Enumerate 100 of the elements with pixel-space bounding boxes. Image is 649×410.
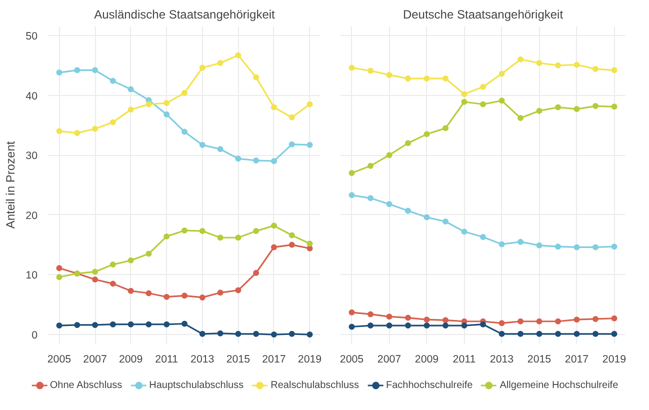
point (555, 318, 561, 324)
point (368, 68, 374, 74)
point (442, 317, 448, 324)
point (442, 218, 448, 224)
point (555, 244, 561, 250)
x-tick-label: 2007 (83, 354, 107, 366)
point (146, 101, 152, 108)
point (164, 321, 170, 328)
point (518, 330, 524, 337)
point (480, 321, 486, 328)
point (128, 86, 134, 92)
point (74, 130, 80, 136)
chart-title: Deutsche Staatsangehörigkeit (402, 8, 564, 22)
point (348, 324, 355, 330)
point (164, 100, 170, 106)
point (74, 67, 80, 74)
point (574, 316, 580, 323)
point (182, 128, 188, 135)
point (498, 98, 505, 104)
point (611, 330, 618, 337)
point (235, 52, 242, 58)
point (555, 104, 561, 110)
chart-title: Ausländische Staatsangehörigkeit (94, 8, 276, 22)
point (253, 74, 260, 80)
point (348, 64, 355, 71)
point (270, 222, 277, 229)
point (592, 330, 598, 337)
point (182, 320, 188, 327)
legend-label: Fachhochschulreife (386, 380, 473, 390)
point (424, 214, 430, 220)
point (217, 146, 224, 152)
point (461, 228, 468, 235)
point (110, 280, 116, 287)
point (56, 274, 62, 280)
point (461, 98, 468, 105)
point (288, 114, 295, 120)
point (574, 244, 580, 250)
point (56, 265, 62, 272)
point (424, 322, 430, 329)
point (199, 64, 206, 71)
point (217, 330, 224, 336)
point (199, 294, 206, 300)
point (182, 292, 188, 299)
x-tick-label: 2009 (118, 354, 143, 366)
x-tick-label: 2005 (47, 354, 72, 366)
x-tick-label: 2013 (490, 354, 514, 366)
point (306, 101, 313, 108)
point (536, 318, 542, 324)
point (405, 140, 411, 146)
legend-label: Realschulabschluss (270, 380, 360, 390)
point (518, 56, 524, 62)
point (146, 321, 152, 328)
legend-label: Hauptschulabschluss (149, 380, 244, 390)
point (253, 157, 260, 164)
point (92, 322, 98, 328)
point (611, 104, 618, 110)
point (574, 330, 580, 337)
point (368, 322, 374, 329)
point (592, 66, 598, 72)
point (128, 321, 134, 328)
point (386, 322, 392, 329)
point (498, 70, 505, 77)
point (442, 125, 448, 132)
x-tick-label: 2013 (190, 354, 214, 366)
point (92, 67, 98, 74)
point (164, 233, 170, 240)
point (110, 78, 116, 84)
point (270, 244, 277, 250)
point (405, 76, 411, 82)
point (253, 330, 260, 337)
point (498, 241, 505, 248)
x-tick-label: 2011 (452, 354, 476, 366)
point (555, 330, 561, 337)
point (386, 314, 392, 320)
point (461, 91, 468, 98)
x-tick-label: 2017 (564, 354, 589, 366)
point (442, 76, 448, 82)
point (146, 290, 152, 296)
x-tick-label: 2017 (262, 354, 286, 366)
point (498, 330, 505, 337)
point (574, 106, 580, 112)
point (498, 320, 505, 326)
point (555, 62, 561, 68)
point (592, 103, 598, 110)
point (368, 162, 374, 169)
point (536, 60, 542, 66)
point (182, 227, 188, 234)
point (405, 208, 411, 214)
point (235, 234, 242, 241)
point (217, 60, 224, 66)
point (199, 142, 206, 148)
x-tick-label: 2005 (340, 354, 364, 366)
point (518, 115, 524, 122)
point (611, 315, 618, 322)
point (306, 240, 313, 247)
x-tick-label: 2015 (226, 354, 250, 366)
point (288, 141, 295, 148)
point (128, 257, 134, 264)
point (288, 232, 295, 238)
point (592, 316, 598, 322)
